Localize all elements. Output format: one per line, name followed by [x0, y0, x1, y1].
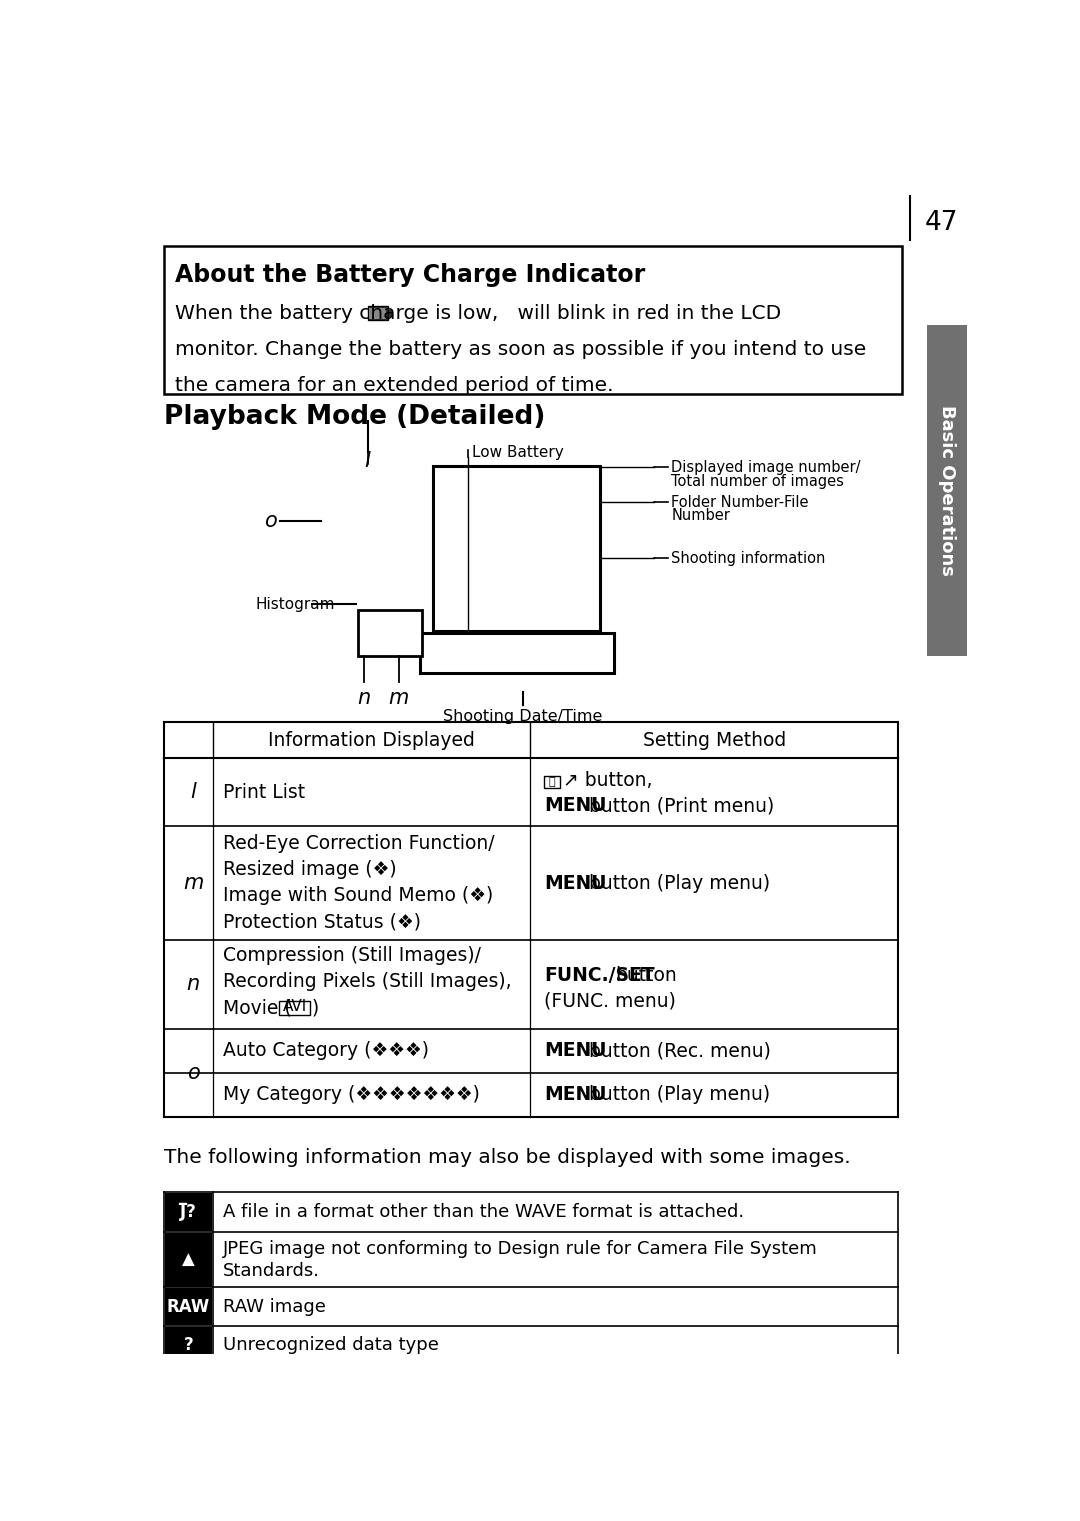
Bar — [359, 610, 422, 656]
Text: Recording Pixels (Still Images),: Recording Pixels (Still Images), — [224, 972, 512, 992]
Text: A file in a format other than the WAVE format is attached.: A file in a format other than the WAVE f… — [224, 1203, 744, 1221]
Text: button (Play menu): button (Play menu) — [590, 1086, 770, 1104]
Text: l: l — [365, 452, 370, 472]
Text: m: m — [183, 873, 203, 893]
Bar — [369, 309, 387, 319]
Text: Shooting Date/Time: Shooting Date/Time — [443, 709, 603, 724]
Text: MENU: MENU — [544, 797, 607, 815]
Text: Shooting information: Shooting information — [672, 551, 826, 566]
Text: MENU: MENU — [544, 873, 607, 893]
Text: Movie (: Movie ( — [224, 998, 292, 1018]
Text: button (Play menu): button (Play menu) — [590, 873, 770, 893]
Text: Compression (Still Images)/: Compression (Still Images)/ — [224, 946, 482, 966]
Text: Image with Sound Memo (❖): Image with Sound Memo (❖) — [224, 887, 494, 905]
Text: Information Displayed: Information Displayed — [268, 730, 475, 750]
Text: AVI: AVI — [283, 999, 307, 1015]
Text: Total number of images: Total number of images — [672, 473, 845, 488]
Text: ▲: ▲ — [183, 1250, 194, 1269]
Text: FUNC./SET: FUNC./SET — [544, 966, 654, 984]
Bar — [388, 310, 391, 316]
Text: ?: ? — [184, 1337, 193, 1354]
Text: monitor. Change the battery as soon as possible if you intend to use: monitor. Change the battery as soon as p… — [175, 341, 866, 359]
Text: J̅?: J̅? — [180, 1203, 197, 1221]
Text: m: m — [389, 687, 408, 707]
Text: o: o — [187, 1063, 200, 1083]
Bar — [164, 246, 902, 394]
Text: When the battery charge is low,   will blink in red in the LCD: When the battery charge is low, will bli… — [175, 304, 782, 322]
Text: o: o — [265, 511, 276, 531]
Bar — [420, 633, 613, 672]
Text: RAW image: RAW image — [224, 1297, 326, 1316]
Text: About the Battery Charge Indicator: About the Battery Charge Indicator — [175, 263, 646, 287]
Text: Histogram: Histogram — [255, 596, 335, 611]
Bar — [165, 1234, 212, 1287]
Text: Unrecognized data type: Unrecognized data type — [224, 1337, 440, 1354]
Text: Protection Status (❖): Protection Status (❖) — [224, 913, 421, 931]
Text: RAW: RAW — [166, 1297, 211, 1316]
Bar — [165, 1288, 212, 1325]
Text: l: l — [190, 782, 195, 803]
Bar — [544, 776, 559, 788]
Bar — [927, 325, 968, 656]
Bar — [279, 1001, 310, 1015]
Text: Resized image (❖): Resized image (❖) — [224, 859, 397, 879]
Bar — [433, 465, 600, 631]
Text: The following information may also be displayed with some images.: The following information may also be di… — [164, 1148, 851, 1167]
Text: Basic Operations: Basic Operations — [939, 405, 956, 576]
Text: the camera for an extended period of time.: the camera for an extended period of tim… — [175, 376, 613, 395]
Text: ⎙: ⎙ — [549, 777, 555, 786]
Text: Low Battery: Low Battery — [472, 444, 564, 459]
Text: n: n — [187, 975, 200, 995]
Text: button: button — [616, 966, 677, 984]
Text: 47: 47 — [924, 210, 958, 236]
Bar — [165, 1326, 212, 1364]
Text: (FUNC. menu): (FUNC. menu) — [544, 992, 676, 1011]
Bar — [165, 1192, 212, 1232]
Text: ↗ button,: ↗ button, — [563, 771, 652, 789]
Text: Number: Number — [672, 508, 730, 523]
Text: Playback Mode (Detailed): Playback Mode (Detailed) — [164, 405, 545, 430]
Text: Print List: Print List — [224, 783, 306, 802]
Text: Folder Number-File: Folder Number-File — [672, 494, 809, 510]
Text: MENU: MENU — [544, 1086, 607, 1104]
Text: button (Rec. menu): button (Rec. menu) — [590, 1042, 771, 1060]
Text: Standards.: Standards. — [224, 1262, 321, 1279]
Text: Setting Method: Setting Method — [643, 730, 786, 750]
Text: JPEG image not conforming to Design rule for Camera File System: JPEG image not conforming to Design rule… — [224, 1240, 819, 1258]
Text: button (Print menu): button (Print menu) — [590, 797, 774, 815]
Bar — [367, 307, 388, 321]
Text: Red-Eye Correction Function/: Red-Eye Correction Function/ — [224, 834, 495, 853]
Text: My Category (❖❖❖❖❖❖❖): My Category (❖❖❖❖❖❖❖) — [224, 1086, 481, 1104]
Text: n: n — [357, 687, 370, 707]
Text: ): ) — [312, 998, 319, 1018]
Text: Auto Category (❖❖❖): Auto Category (❖❖❖) — [224, 1042, 430, 1060]
Text: MENU: MENU — [544, 1042, 607, 1060]
Text: Displayed image number/: Displayed image number/ — [672, 459, 861, 475]
